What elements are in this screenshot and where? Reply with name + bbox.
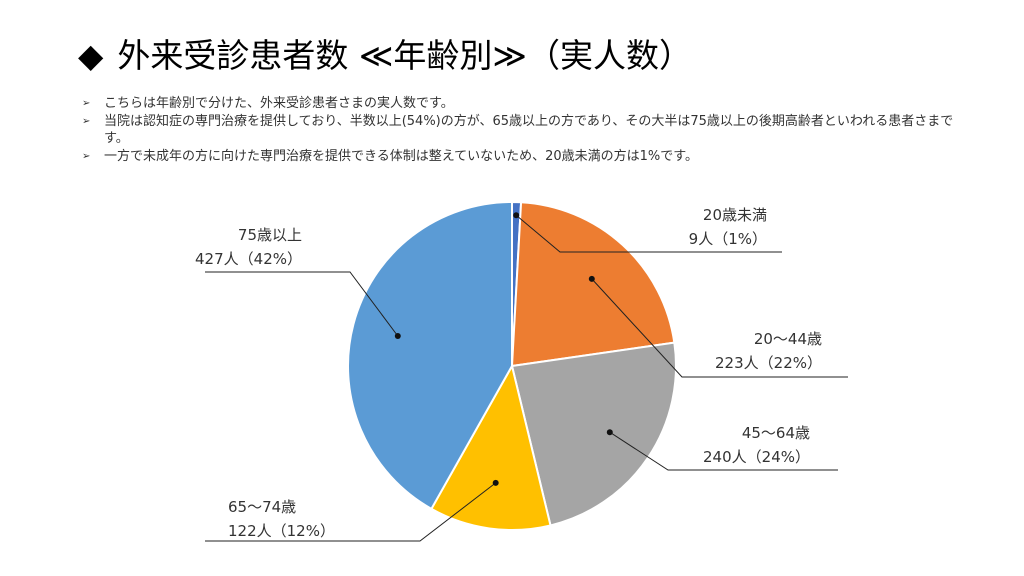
arrow-bullet-icon: ➢ (82, 98, 91, 109)
leader-line (205, 482, 497, 542)
leader-dot (588, 275, 595, 282)
leader-line (515, 214, 782, 253)
slice-value-label: 223人（22%） (715, 354, 822, 372)
slice-name-label: 45～64歳 (742, 424, 810, 442)
arrow-bullet-icon: ➢ (82, 115, 91, 127)
slice-name-label: 65～74歳 (228, 498, 296, 516)
slice-value-label: 122人（12%） (228, 522, 335, 540)
bullet-text: こちらは年齢別で分けた、外来受診患者さまの実人数です。 (104, 96, 454, 111)
bullet-item: ➢ 一方で未成年の方に向けた専門治療を提供できる体制は整えていないため、20歳未満… (80, 148, 960, 166)
slice-value-label: 9人（1%） (689, 230, 767, 248)
bullet-item: ➢ 当院は認知症の専門治療を提供しており、半数以上(54%)の方が、65歳以上の方… (80, 113, 960, 148)
leader-dot (513, 212, 520, 219)
arrow-bullet-icon: ➢ (82, 150, 91, 162)
leader-dot (394, 333, 401, 339)
slice-value-label: 240人（24%） (703, 448, 810, 466)
bullet-text: 当院は認知症の専門治療を提供しており、半数以上(54%)の方が、65歳以上の方で… (104, 113, 954, 147)
slice-name-label: 20～44歳 (754, 330, 822, 348)
page-title-text: 外来受診患者数 ≪年齢別≫（実人数） (117, 36, 692, 75)
leader-line (205, 271, 399, 337)
bullet-text: 一方で未成年の方に向けた専門治療を提供できる体制は整えていないため、20歳未満の… (104, 148, 698, 164)
pie-slice (510, 341, 677, 527)
leader-dot (492, 479, 499, 486)
leader-dot (606, 429, 613, 436)
pie-slice (347, 200, 513, 511)
diamond-icon: ◆ (78, 36, 104, 75)
leader-line (609, 431, 838, 471)
leader-line (591, 278, 848, 378)
slice-value-label: 427人（42%） (195, 250, 302, 268)
pie-slices (347, 200, 677, 531)
bullet-item: ➢ こちらは年齢別で分けた、外来受診患者さまの実人数です。 (80, 95, 960, 113)
slice-name-label: 20歳未満 (703, 206, 767, 224)
slice-name-label: 75歳以上 (238, 226, 302, 244)
data-labels: 20歳未満 9人（1%） 20～44歳 223人（22%） 45～64歳 240人（24%… (195, 206, 822, 540)
page-title: ◆ 外来受診患者数 ≪年齢別≫（実人数） (78, 34, 692, 78)
pie-slice (430, 363, 552, 531)
bullet-list: ➢ こちらは年齢別で分けた、外来受診患者さまの実人数です。 ➢ 当院は認知症の専門治… (80, 95, 960, 165)
label-leaders (205, 212, 848, 542)
